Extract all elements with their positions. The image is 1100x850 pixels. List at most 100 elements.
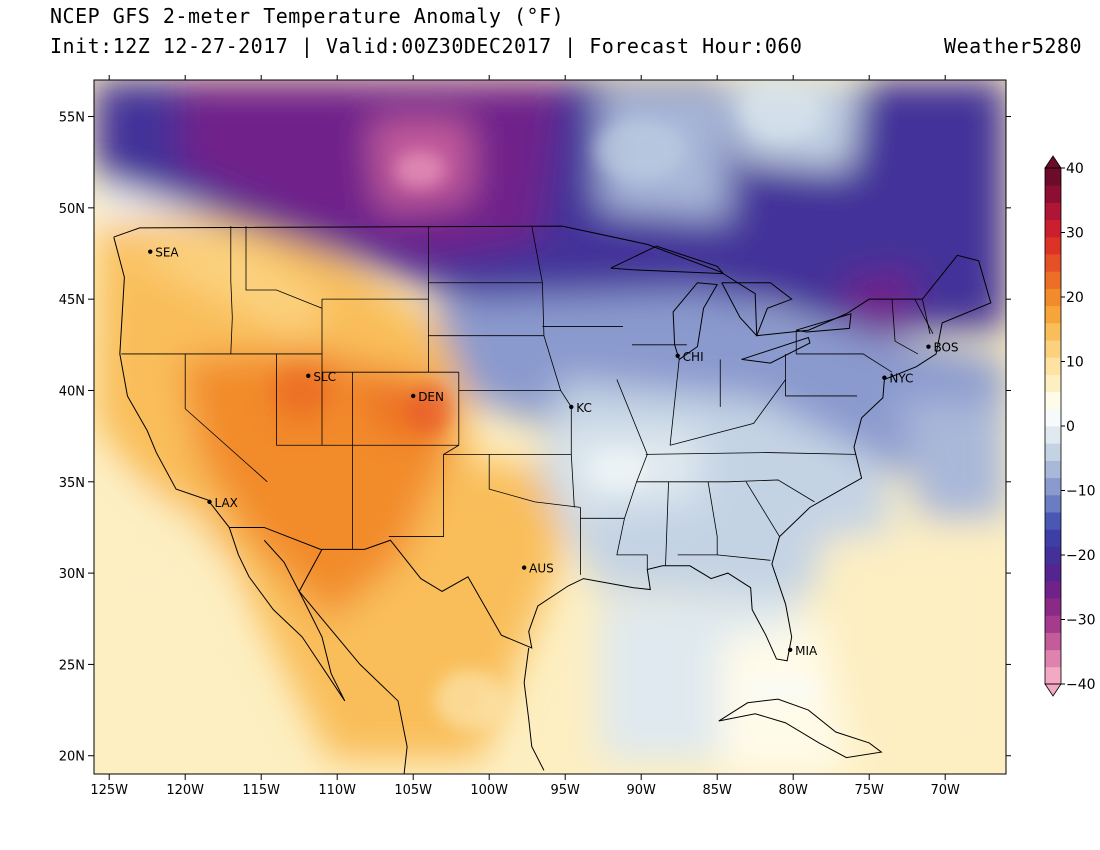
city-marker [411,393,416,399]
great-lake-outline [672,282,719,360]
colorbar-swatch [1045,271,1061,289]
colorbar-label: −30 [1066,613,1096,629]
mexico-gulf-coast [523,647,545,771]
colorbar-swatch [1045,546,1061,565]
colorbar-swatch [1045,391,1061,410]
map-title: NCEP GFS 2-meter Temperature Anomaly (°F… [50,4,565,28]
city-label: BOS [933,341,958,355]
city-label: LAX [215,496,238,510]
city-label: KC [576,401,592,415]
map-frame [93,79,1007,775]
state-boundary [669,359,680,446]
lat-tick-label: 30N [59,567,85,582]
lat-tick-label: 55N [59,111,85,126]
state-boundary [230,226,233,354]
city-marker [148,249,153,254]
city-marker [787,647,793,653]
city-label: MIA [795,644,818,658]
lon-tick-label: 120W [166,783,204,798]
lon-tick-label: 80W [778,783,808,798]
colorbar-swatch [1045,598,1061,616]
colorbar-swatch [1045,305,1061,324]
colorbar-swatch [1045,443,1061,461]
lon-tick-label: 100W [470,783,508,798]
colorbar-swatch [1045,254,1061,272]
state-boundary [795,330,893,373]
state-boundary [669,379,786,446]
colorbar-swatch [1045,236,1061,255]
city-label: CHI [683,350,704,364]
colorbar-swatch [1045,615,1061,633]
state-boundary [184,353,268,483]
field-blobs [94,80,1006,774]
city-label: AUS [529,562,554,576]
colorbar-swatch [1045,374,1061,393]
state-boundary [891,299,919,355]
colorbar-swatch [1045,288,1061,307]
colorbar-swatch [1045,580,1061,599]
colorbar-swatch [1045,494,1061,513]
city-marker [569,404,574,410]
colorbar-swatch [1045,340,1061,358]
lat-tick-label: 50N [59,202,85,217]
lon-tick-label: 75W [854,783,884,798]
lat-tick-label: 35N [59,476,85,491]
cuba-outline [718,698,883,759]
anomaly-field [94,80,1006,774]
colorbar-swatch [1045,632,1061,651]
city-label: SEA [155,246,179,260]
great-lake-outline [610,245,725,275]
state-boundary [665,481,669,566]
lon-tick-label: 70W [930,783,960,798]
baja-outline [228,527,346,702]
colorbar-label: 40 [1066,161,1084,177]
great-lake-outline [741,336,811,364]
lat-tick-label: 20N [59,750,85,765]
field-detail [275,80,820,730]
lon-tick-label: 90W [626,783,656,798]
city-label: NYC [889,372,913,386]
brand-label: Weather5280 [944,34,1082,58]
lon-tick-label: 115W [242,783,280,798]
city-marker [306,373,311,379]
colorbar-swatch [1045,408,1061,427]
colorbar-swatch [1045,168,1061,186]
city-marker [882,375,887,380]
city-marker [207,499,212,505]
state-boundary [785,353,858,397]
colorbar-swatch [1045,529,1061,547]
colorbar-swatch [1045,202,1061,221]
state-boundary [914,298,934,335]
lat-tick-label: 45N [59,293,85,308]
lon-tick-label: 95W [550,783,580,798]
state-boundary [636,479,815,503]
colorbar-label: 30 [1066,226,1084,242]
colorbar-swatch [1045,563,1061,582]
colorbar-swatch [1045,649,1061,668]
us-outline [113,225,992,662]
great-lake-outline [721,282,793,337]
great-lake-outline [796,313,852,333]
city-marker [521,565,527,570]
lon-tick-label: 105W [394,783,432,798]
state-boundary [245,226,323,309]
colorbar-label: −40 [1066,677,1096,693]
colorbar-swatch [1045,512,1061,530]
run-info-subtitle: Init:12Z 12-27-2017 | Valid:00Z30DEC2017… [50,34,803,58]
colorbar-label: 0 [1066,419,1075,435]
state-boundary [645,452,856,455]
colorbar-swatch [1045,477,1061,496]
mexico-pacific-coast [298,549,408,775]
colorbar-max-arrow [1044,155,1062,169]
lon-tick-label: 85W [702,783,732,798]
state-boundary [488,454,581,508]
colorbar-swatch [1045,219,1061,238]
city-marker [675,353,680,358]
lat-tick-label: 40N [59,384,85,399]
state-boundary [677,481,718,556]
state-boundary [717,554,771,561]
state-boundary [922,299,931,334]
colorbar-label: 20 [1066,290,1084,306]
city-label: DEN [418,390,444,404]
